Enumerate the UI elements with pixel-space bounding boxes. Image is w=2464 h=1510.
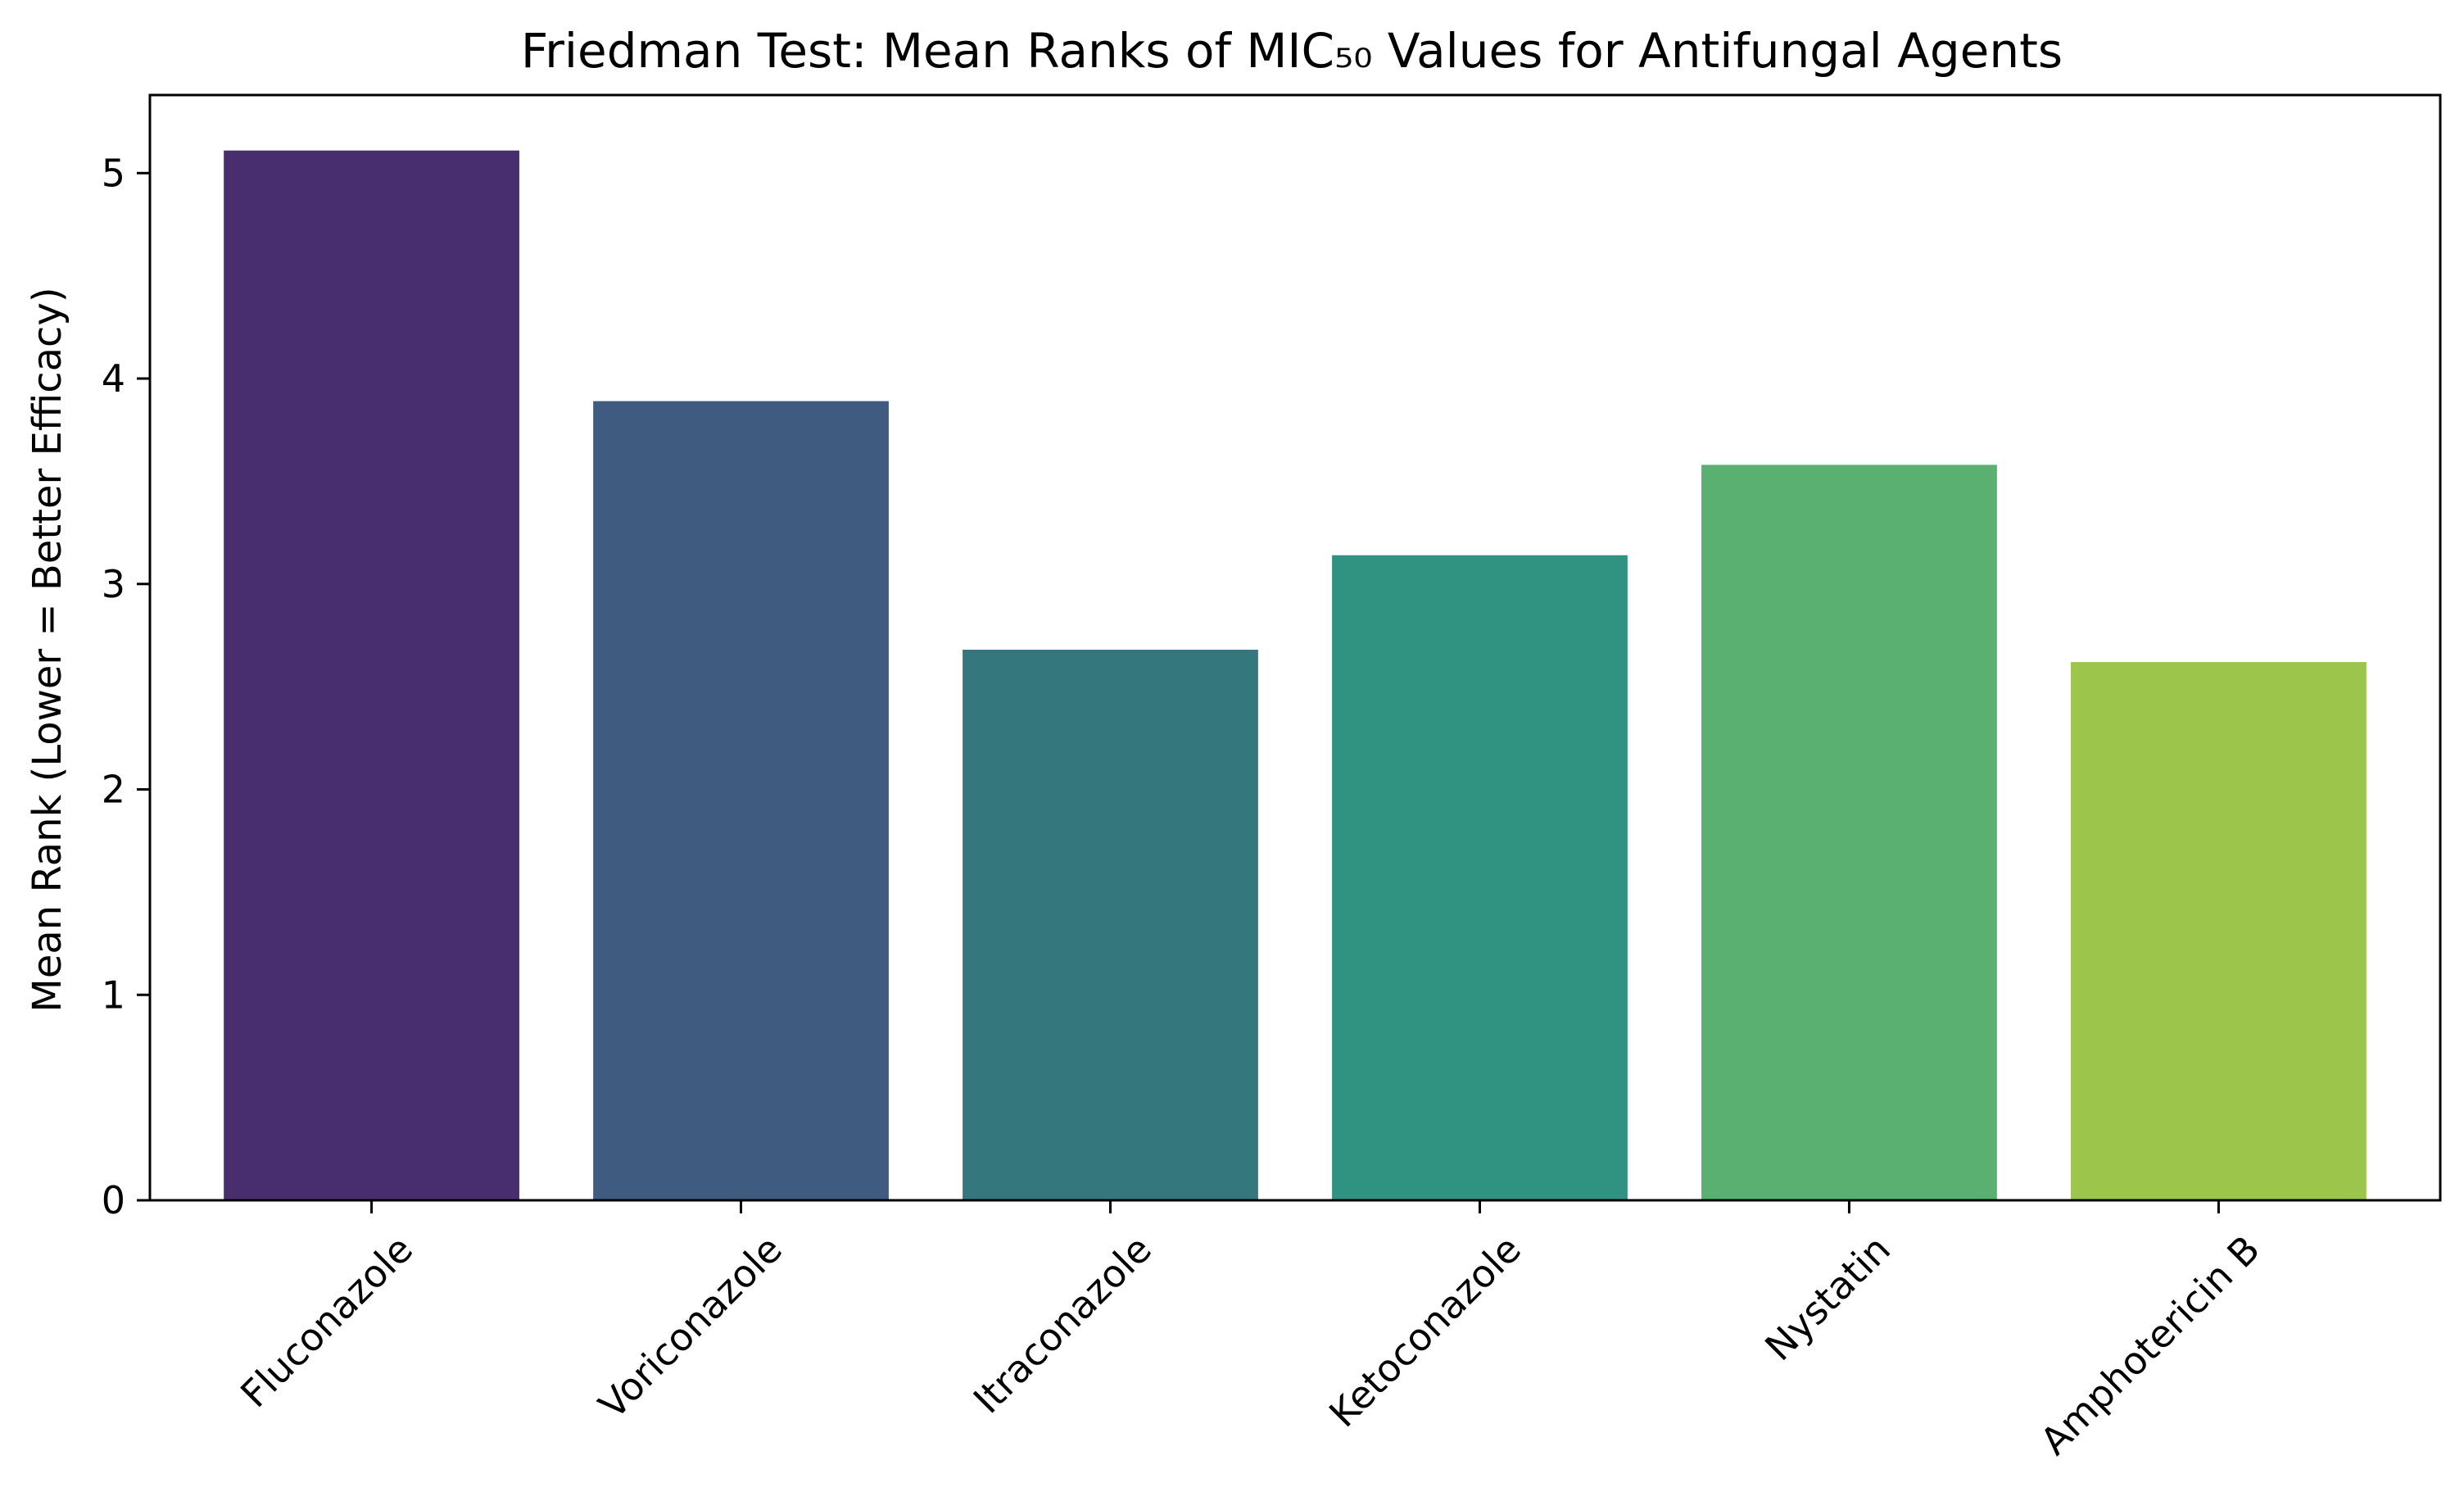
y-axis-label: Mean Rank (Lower = Better Efficacy) [25, 287, 70, 1012]
chart-title: Friedman Test: Mean Ranks of MIC₅₀ Value… [521, 23, 2063, 79]
x-tick-label-itraconazole: Itraconazole [965, 1227, 1160, 1422]
bar-amphotericin-b [2071, 662, 2367, 1200]
bar-fluconazole [224, 150, 519, 1201]
y-tick-label: 1 [102, 973, 125, 1017]
x-tick-label-fluconazole: Fluconazole [232, 1227, 421, 1416]
y-tick-label: 2 [102, 768, 125, 812]
x-tick-label-nystatin: Nystatin [1756, 1227, 1899, 1369]
bars-group [224, 150, 2367, 1201]
bar-ketoconazole [1332, 555, 1628, 1200]
x-axis-ticks: Fluconazole Voriconazole Itraconazole Ketoc… [232, 1200, 2268, 1463]
plot-area-frame [148, 93, 2442, 1202]
bar-nystatin [1701, 465, 1997, 1200]
x-tick-label-ketoconazole: Ketoconazole [1320, 1227, 1529, 1435]
bar-voriconazole [593, 401, 889, 1201]
y-tick-label: 5 [102, 151, 125, 195]
y-tick-label: 4 [102, 356, 125, 401]
x-tick-label-amphotericin-b: Amphotericin B [2031, 1227, 2268, 1463]
x-tick-label-voriconazole: Voriconazole [591, 1227, 791, 1427]
y-tick-label: 3 [102, 562, 125, 606]
bar-itraconazole [962, 650, 1258, 1200]
y-axis-ticks: 0 1 2 3 4 5 [102, 151, 150, 1222]
y-tick-label: 0 [102, 1178, 125, 1222]
